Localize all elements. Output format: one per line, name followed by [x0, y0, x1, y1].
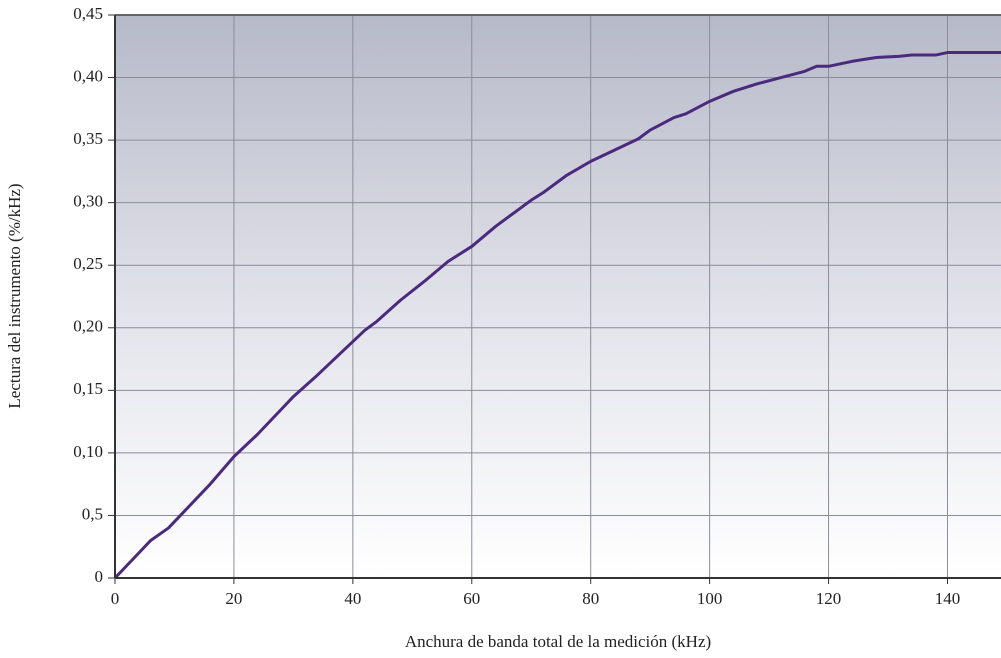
y-tick-label: 0,45 — [73, 4, 103, 23]
x-tick-label: 120 — [816, 589, 842, 608]
y-tick-label: 0,25 — [73, 254, 103, 273]
y-tick-label: 0,10 — [73, 442, 103, 461]
y-tick-label: 0,15 — [73, 379, 103, 398]
y-tick-label: 0,5 — [82, 504, 103, 523]
data-line — [113, 51, 1001, 580]
x-tick-label: 20 — [225, 589, 242, 608]
plot-area — [115, 15, 1001, 578]
y-tick-label: 0,20 — [73, 317, 103, 336]
x-tick-label: 0 — [111, 589, 120, 608]
x-tick-label: 40 — [344, 589, 361, 608]
y-tick-label: 0,35 — [73, 129, 103, 148]
y-tick-label: 0,40 — [73, 66, 103, 85]
y-tick-label: 0,30 — [73, 192, 103, 211]
y-tick-label: 0 — [95, 567, 104, 586]
marks — [113, 51, 1001, 580]
y-axis-label: Lectura del instrumento (%/kHz) — [5, 183, 24, 408]
x-tick-label: 140 — [935, 589, 961, 608]
x-tick-label: 60 — [463, 589, 480, 608]
x-tick-label: 100 — [697, 589, 723, 608]
x-axis-label: Anchura de banda total de la medición (k… — [405, 632, 711, 651]
x-tick-label: 80 — [582, 589, 599, 608]
